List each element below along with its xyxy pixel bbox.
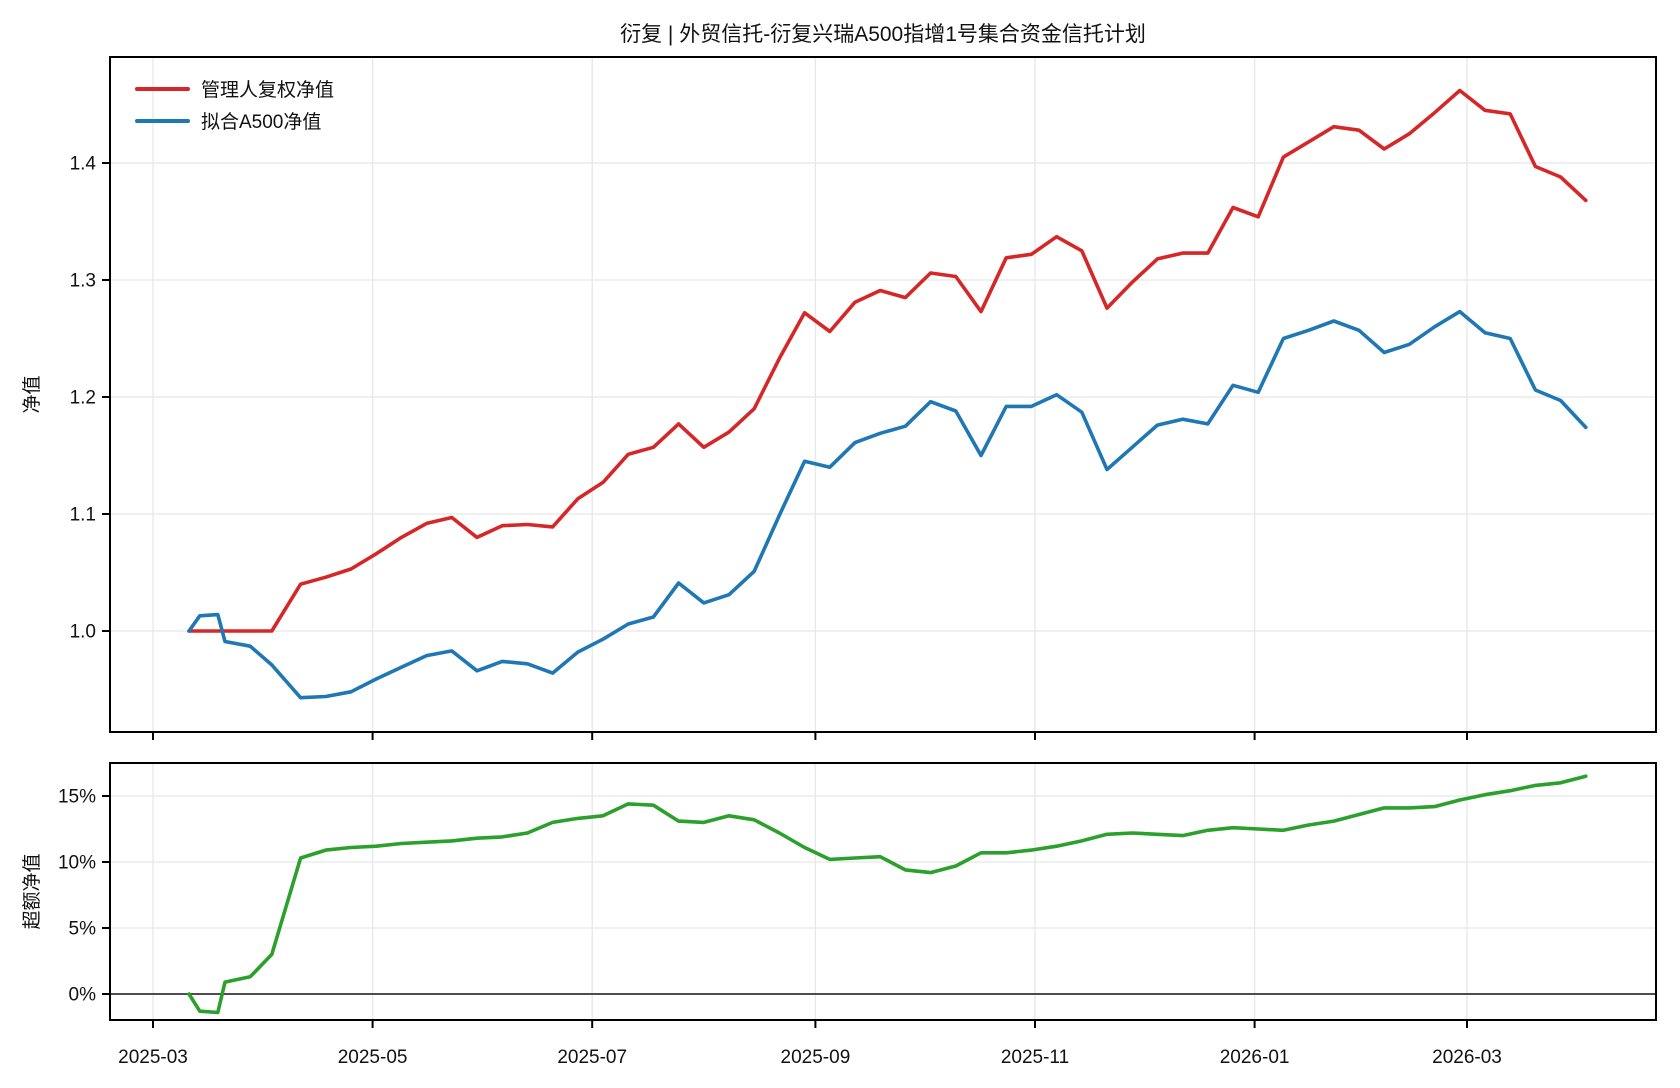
legend-label-index: 拟合A500净值 <box>201 111 321 133</box>
manager-nav-line <box>187 88 1588 633</box>
bottom-panel-y-tick-label: 10% <box>58 853 96 874</box>
bottom-panel-y-tick-label: 0% <box>69 985 97 1006</box>
x-tick-label: 2026-03 <box>1432 1047 1502 1068</box>
top-panel-y-tick-label: 1.4 <box>70 154 97 175</box>
x-tick-label: 2025-07 <box>557 1047 627 1068</box>
x-tick-label: 2025-09 <box>781 1047 851 1068</box>
bottom-panel-y-tick-label: 5% <box>69 919 97 940</box>
chart-title: 衍复 | 外贸信托-衍复兴瑞A500指增1号集合资金信托计划 <box>620 23 1146 46</box>
top-panel-y-tick-label: 1.3 <box>70 271 96 292</box>
legend-label-manager: 管理人复权净值 <box>201 79 334 101</box>
x-tick-label: 2025-03 <box>118 1047 188 1068</box>
top-panel-y-tick-label: 1.0 <box>70 622 96 643</box>
top-y-axis-label: 净值 <box>21 375 43 413</box>
chart-render-root: 1.0 1.1 1.2 1.3 1.4 0% 5% 10% 15% 2025-03 2025-05 2… <box>58 56 1657 1068</box>
x-tick-label: 2026-01 <box>1220 1047 1290 1068</box>
top-panel-spine <box>109 56 1657 733</box>
excess-nav-line <box>187 774 1588 1015</box>
bottom-panel-y-tick-label: 15% <box>58 787 96 808</box>
bottom-y-axis-label: 超额净值 <box>21 853 43 929</box>
x-tick-label: 2025-05 <box>338 1047 408 1068</box>
index-nav-line <box>187 309 1588 700</box>
x-tick-label: 2025-11 <box>1001 1047 1069 1068</box>
top-panel-y-tick-label: 1.2 <box>70 388 96 409</box>
bottom-panel-spine <box>109 762 1657 1021</box>
top-panel-y-tick-label: 1.1 <box>70 505 96 526</box>
legend: 管理人复权净值 拟合A500净值 <box>135 79 334 133</box>
